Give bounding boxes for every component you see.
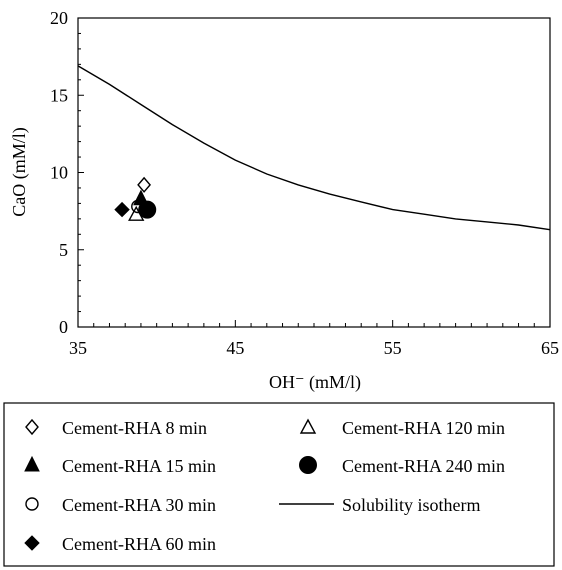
legend-label: Cement-RHA 120 min <box>342 418 505 438</box>
x-tick-label: 45 <box>226 338 244 358</box>
legend-marker <box>299 418 317 434</box>
y-tick-label: 20 <box>50 8 68 28</box>
y-axis-label: CaO (mM/l) <box>9 127 30 217</box>
legend-marker <box>24 455 40 472</box>
legend-label: Cement-RHA 15 min <box>62 456 216 476</box>
legend-marker <box>299 456 317 474</box>
legend-label: Cement-RHA 30 min <box>62 495 216 515</box>
data-point <box>137 176 152 193</box>
y-tick-label: 5 <box>59 240 68 260</box>
x-tick-label: 35 <box>69 338 87 358</box>
data-point <box>138 200 157 219</box>
solubility-isotherm-line <box>77 65 551 231</box>
legend-label: Cement-RHA 8 min <box>62 418 207 438</box>
legend-marker <box>24 535 40 551</box>
legend-marker <box>25 497 39 511</box>
y-tick-label: 15 <box>50 85 68 105</box>
legend-label: Cement-RHA 240 min <box>342 456 505 476</box>
y-tick-label: 0 <box>59 317 68 337</box>
x-tick-label: 65 <box>541 338 559 358</box>
x-tick-label: 55 <box>384 338 402 358</box>
legend: Cement-RHA 8 min Cement-RHA 15 min Cement-… <box>3 402 555 567</box>
plot-frame <box>77 17 551 328</box>
legend-label: Solubility isotherm <box>342 495 481 515</box>
legend-marker <box>25 418 39 436</box>
legend-label: Cement-RHA 60 min <box>62 534 216 554</box>
data-point <box>114 201 130 218</box>
legend-box <box>3 402 555 567</box>
plot-area: 0 5 10 15 20 35 45 55 65 <box>50 8 559 358</box>
y-tick-label: 10 <box>50 163 68 183</box>
x-axis-label: OH⁻ (mM/l) <box>269 372 361 393</box>
